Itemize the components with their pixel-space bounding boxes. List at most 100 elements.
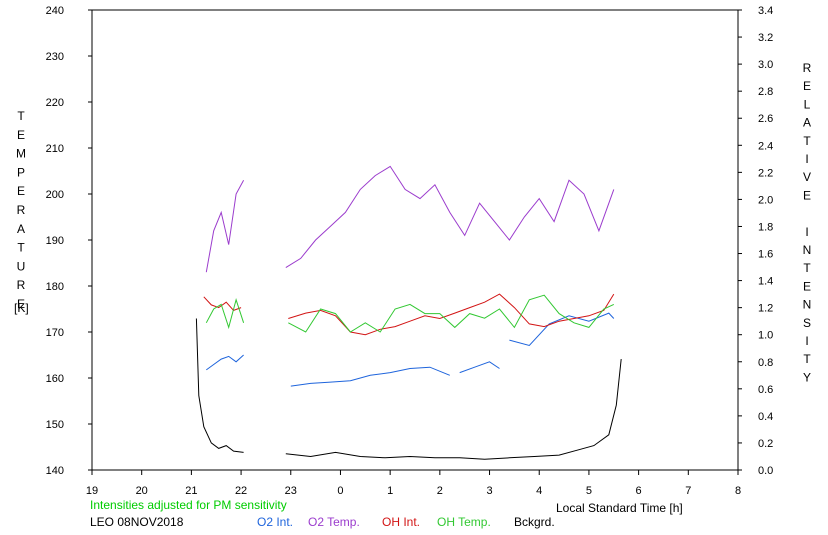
right-axis-letter: N [803, 243, 812, 257]
left-tick-label: 160 [46, 373, 64, 385]
right-tick-label: 0.4 [758, 411, 773, 423]
x-tick-label: 21 [185, 485, 197, 497]
left-axis-ticks: 140 150 160 170 180 190 200 210 220 230 240 [46, 5, 92, 477]
right-tick-label: 1.4 [758, 276, 773, 288]
right-axis-letter: S [803, 316, 811, 330]
right-tick-label: 3.2 [758, 32, 773, 44]
right-axis-letter: I [805, 334, 808, 348]
right-axis-letter: A [803, 116, 811, 130]
x-axis-label: Local Standard Time [h] [556, 501, 683, 515]
x-axis-ticks: 19 20 21 22 23 0 1 2 3 4 5 6 7 8 [86, 470, 741, 497]
series-line-oh-temp [288, 294, 615, 333]
legend: O2 Int. O2 Temp. OH Int. OH Temp. Bckgrd. [257, 515, 555, 529]
left-tick-label: 170 [46, 327, 64, 339]
left-tick-label: 220 [46, 97, 64, 109]
right-axis-ticks: 0.0 0.2 0.4 0.6 0.8 1.0 1.2 1.4 1.6 1.8 2.0 2.2 2.4 2… [738, 5, 773, 477]
plot-area-border [91, 9, 739, 471]
legend-oh-int: OH Int. [382, 515, 420, 529]
series-line-o2-temp [285, 165, 615, 269]
right-axis-letter: I [805, 152, 808, 166]
x-tick-label: 6 [636, 485, 642, 497]
left-axis-letter: U [17, 259, 26, 273]
series-line-o2-int [459, 361, 500, 374]
right-tick-label: 1.2 [758, 303, 773, 315]
right-tick-label: 1.0 [758, 330, 773, 342]
right-tick-label: 3.0 [758, 59, 773, 71]
right-tick-label: 0.6 [758, 384, 773, 396]
left-tick-label: 150 [46, 419, 64, 431]
right-axis-letter: E [803, 79, 811, 93]
x-tick-label: 22 [235, 485, 247, 497]
right-axis-letter: V [803, 170, 811, 184]
x-tick-label: 4 [536, 485, 542, 497]
right-tick-label: 2.8 [758, 86, 773, 98]
left-tick-label: 140 [46, 465, 64, 477]
x-tick-label: 3 [486, 485, 492, 497]
x-tick-label: 19 [86, 485, 98, 497]
left-axis-letter: E [17, 128, 25, 142]
right-axis-letter: L [804, 97, 811, 111]
right-tick-label: 1.8 [758, 221, 773, 233]
series-line-o2-int [206, 354, 244, 371]
left-axis-letter: A [17, 222, 25, 236]
left-axis-letter: M [16, 147, 26, 161]
series-line-bckgrd [195, 318, 244, 453]
series-line-oh-int [288, 293, 615, 336]
note-text: Intensities adjusted for PM sensitivity [90, 498, 287, 512]
left-tick-label: 210 [46, 143, 64, 155]
left-axis-letter: R [17, 278, 26, 292]
left-axis-letter: T [17, 241, 25, 255]
left-tick-label: 190 [46, 235, 64, 247]
right-axis-letter: Y [803, 370, 811, 384]
left-axis-unit: [K] [14, 301, 29, 315]
left-tick-label: 230 [46, 51, 64, 63]
x-tick-label: 20 [136, 485, 148, 497]
left-tick-label: 200 [46, 189, 64, 201]
x-tick-label: 5 [586, 485, 592, 497]
x-tick-label: 23 [285, 485, 297, 497]
left-tick-label: 240 [46, 5, 64, 17]
right-tick-label: 0.2 [758, 438, 773, 450]
station-label: LEO 08NOV2018 [90, 515, 184, 529]
left-tick-label: 180 [46, 281, 64, 293]
x-tick-label: 7 [685, 485, 691, 497]
right-tick-label: 1.6 [758, 249, 773, 261]
series-line-bckgrd [285, 359, 622, 460]
series-line-o2-temp [205, 179, 245, 273]
right-axis-letter: T [803, 134, 811, 148]
series-line-o2-int [509, 312, 615, 347]
right-tick-label: 2.4 [758, 140, 773, 152]
left-axis-letter: R [17, 203, 26, 217]
left-axis-letter: T [17, 109, 25, 123]
left-axis-letter: P [17, 165, 25, 179]
x-tick-label: 1 [387, 485, 393, 497]
left-axis-letter: E [17, 297, 25, 311]
right-tick-label: 3.4 [758, 5, 773, 17]
right-axis-letter: R [803, 61, 812, 75]
series-line-oh-int [203, 296, 242, 311]
series-line-o2-int [290, 366, 450, 387]
x-tick-label: 2 [437, 485, 443, 497]
right-tick-label: 0.0 [758, 465, 773, 477]
right-tick-label: 2.0 [758, 194, 773, 206]
right-axis-letter: T [803, 352, 811, 366]
right-axis-letter: I [805, 225, 808, 239]
legend-o2-int: O2 Int. [257, 515, 293, 529]
right-axis-letter: E [803, 279, 811, 293]
x-tick-label: 8 [735, 485, 741, 497]
right-tick-label: 2.6 [758, 113, 773, 125]
left-axis-letter: E [17, 184, 25, 198]
series-line-oh-temp [205, 298, 245, 330]
right-tick-label: 2.2 [758, 167, 773, 179]
right-tick-label: 0.8 [758, 357, 773, 369]
x-tick-label: 0 [337, 485, 343, 497]
legend-oh-temp: OH Temp. [437, 515, 491, 529]
series-layer [195, 165, 622, 460]
right-axis-letter: T [803, 261, 811, 275]
legend-o2-temp: O2 Temp. [308, 515, 360, 529]
right-axis-letter: E [803, 188, 811, 202]
right-axis-letter: N [803, 298, 812, 312]
